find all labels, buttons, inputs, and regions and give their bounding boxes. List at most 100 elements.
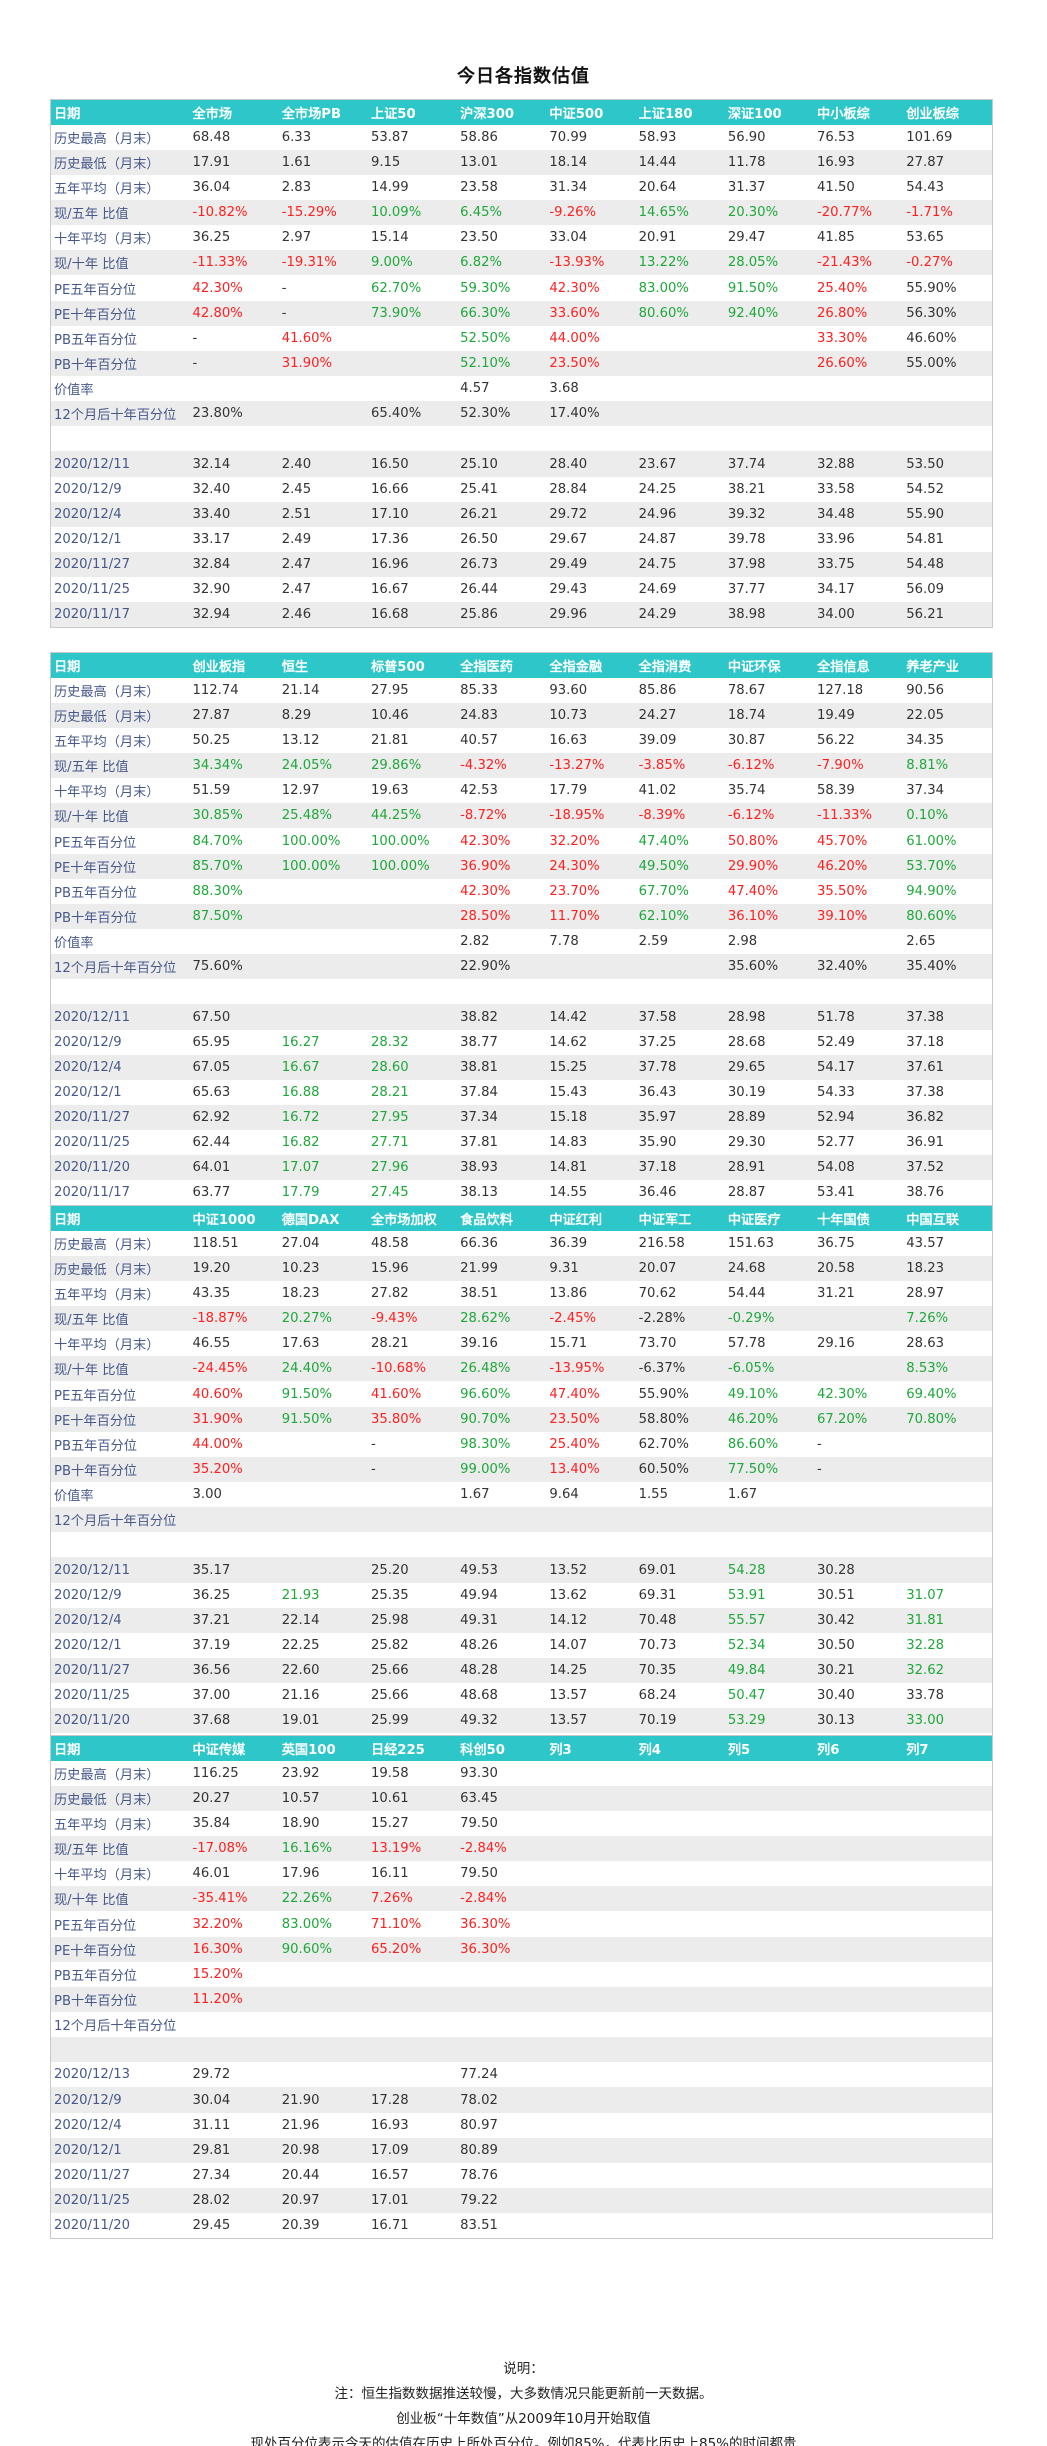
row-label: PB五年百分位 bbox=[50, 1961, 190, 1987]
table-cell: 24.68 bbox=[724, 1255, 815, 1281]
table-cell: 43.35 bbox=[189, 1280, 279, 1307]
table-cell: 32.84 bbox=[189, 552, 279, 578]
column-header: 恒生 bbox=[278, 652, 368, 678]
table-cell bbox=[546, 2213, 636, 2239]
table-cell: 90.60% bbox=[278, 1936, 368, 1962]
table-cell: 19.58 bbox=[367, 1760, 458, 1786]
row-label: 2020/12/1 bbox=[50, 526, 190, 553]
row-label: PB五年百分位 bbox=[50, 878, 190, 904]
table-cell bbox=[903, 1810, 993, 1837]
table-cell: 30.51 bbox=[814, 1582, 904, 1608]
table-cell: 18.23 bbox=[903, 1255, 993, 1281]
table-cell: 20.91 bbox=[635, 225, 725, 251]
table-cell: 37.34 bbox=[903, 778, 993, 804]
table-cell bbox=[546, 426, 636, 452]
row-label: 2020/11/27 bbox=[50, 552, 190, 578]
column-header: 标普500 bbox=[367, 652, 458, 678]
table-cell: 101.69 bbox=[903, 124, 993, 150]
table-cell: 31.90% bbox=[278, 350, 368, 377]
row-label: PB十年百分位 bbox=[50, 903, 190, 930]
table-cell bbox=[189, 2012, 279, 2038]
table-cell: 32.20% bbox=[189, 1911, 279, 1937]
table-cell: 35.80% bbox=[367, 1406, 458, 1432]
table-cell: 25.41 bbox=[457, 476, 547, 502]
table-cell: 69.31 bbox=[635, 1582, 725, 1608]
table-cell bbox=[814, 2037, 904, 2063]
table-cell: 28.60 bbox=[367, 1054, 458, 1080]
table-cell: 24.75 bbox=[635, 552, 725, 578]
table-cell: 29.90% bbox=[724, 853, 815, 879]
table-cell: 32.20% bbox=[546, 828, 636, 854]
table-row: PB十年百分位 87.50% 28.50% 11.70% 62.10% 36.10% 39.… bbox=[50, 903, 993, 930]
table-cell: 100.00% bbox=[367, 828, 458, 854]
row-label: 历史最高（月末） bbox=[50, 124, 190, 150]
table-cell bbox=[814, 1961, 904, 1987]
table-cell: 28.21 bbox=[367, 1079, 458, 1106]
table-row: 历史最低（月末） 20.27 10.57 10.61 63.45 bbox=[50, 1785, 993, 1811]
table-cell bbox=[367, 325, 458, 351]
table-cell: 9.31 bbox=[546, 1255, 636, 1281]
table-cell: 46.60% bbox=[903, 325, 993, 351]
table-row: 2020/11/27 36.56 22.60 25.66 48.28 14.25 70.35… bbox=[50, 1658, 993, 1684]
table-cell: 30.50 bbox=[814, 1632, 904, 1659]
table-row: 2020/11/17 63.77 17.79 27.45 38.13 14.55 36.46… bbox=[50, 1180, 993, 1206]
table-cell: -6.37% bbox=[635, 1356, 725, 1382]
table-cell: 29.96 bbox=[546, 602, 636, 628]
table-cell bbox=[457, 1507, 547, 1533]
table-cell: 28.91 bbox=[724, 1155, 815, 1181]
table-cell: 21.93 bbox=[278, 1582, 368, 1608]
table-cell: 37.38 bbox=[903, 1004, 993, 1030]
table-cell bbox=[814, 2137, 904, 2163]
row-label bbox=[50, 1532, 190, 1558]
table-cell: 62.10% bbox=[635, 903, 725, 930]
table-cell: 85.70% bbox=[189, 853, 279, 879]
table-cell: 2.65 bbox=[903, 929, 993, 955]
table-cell bbox=[635, 2037, 725, 2063]
table-cell: -18.95% bbox=[546, 803, 636, 829]
table-cell bbox=[814, 2188, 904, 2214]
table-cell: 100.00% bbox=[367, 853, 458, 879]
table-cell bbox=[635, 1986, 725, 2013]
table-cell bbox=[635, 1810, 725, 1837]
table-row: 十年平均（月末） 36.25 2.97 15.14 23.50 33.04 20.91 29.… bbox=[50, 225, 993, 251]
table-cell: 35.97 bbox=[635, 1105, 725, 1131]
table-cell bbox=[903, 2188, 993, 2214]
table-cell: 29.49 bbox=[546, 552, 636, 578]
table-cell bbox=[635, 979, 725, 1005]
table-cell: 39.78 bbox=[724, 526, 815, 553]
row-label: 十年平均（月末） bbox=[50, 1331, 190, 1357]
table-cell: -18.87% bbox=[189, 1306, 279, 1332]
table-cell: 30.04 bbox=[189, 2087, 279, 2113]
column-header: 日期 bbox=[50, 99, 190, 125]
row-label: 历史最高（月末） bbox=[50, 1760, 190, 1786]
table-cell: 20.30% bbox=[724, 200, 815, 226]
table-cell: 28.84 bbox=[546, 476, 636, 502]
table-cell: 47.40% bbox=[724, 878, 815, 904]
table-row bbox=[50, 2037, 993, 2063]
table-cell: 29.72 bbox=[546, 501, 636, 527]
table-cell: 37.61 bbox=[903, 1054, 993, 1080]
table-cell: 38.98 bbox=[724, 602, 815, 628]
valuation-table-4: 日期 中证传媒 英国100 日经225 科创50 列3 列4 列5 列6 列7 历史最高（月末） 11… bbox=[50, 1735, 993, 2239]
table-cell: 17.36 bbox=[367, 526, 458, 553]
table-cell: 77.50% bbox=[724, 1456, 815, 1483]
table-cell bbox=[724, 426, 815, 452]
table-cell: 80.60% bbox=[903, 903, 993, 930]
table-cell bbox=[457, 1961, 547, 1987]
table-cell bbox=[724, 2213, 815, 2239]
table-cell: 49.94 bbox=[457, 1582, 547, 1608]
row-label: 2020/11/25 bbox=[50, 577, 190, 603]
table-cell bbox=[546, 1507, 636, 1533]
table-cell: 11.20% bbox=[189, 1986, 279, 2013]
table-row: PE五年百分位 32.20% 83.00% 71.10% 36.30% bbox=[50, 1911, 993, 1937]
column-header: 食品饮料 bbox=[457, 1205, 547, 1231]
table-cell bbox=[189, 376, 279, 402]
table-cell bbox=[903, 1785, 993, 1811]
table-cell: -2.84% bbox=[457, 1886, 547, 1912]
table-cell: 10.23 bbox=[278, 1255, 368, 1281]
row-label: PE五年百分位 bbox=[50, 1911, 190, 1937]
table-cell: 66.36 bbox=[457, 1230, 547, 1256]
table-cell bbox=[724, 1836, 815, 1862]
table-cell: 48.26 bbox=[457, 1632, 547, 1659]
table-cell bbox=[457, 979, 547, 1005]
